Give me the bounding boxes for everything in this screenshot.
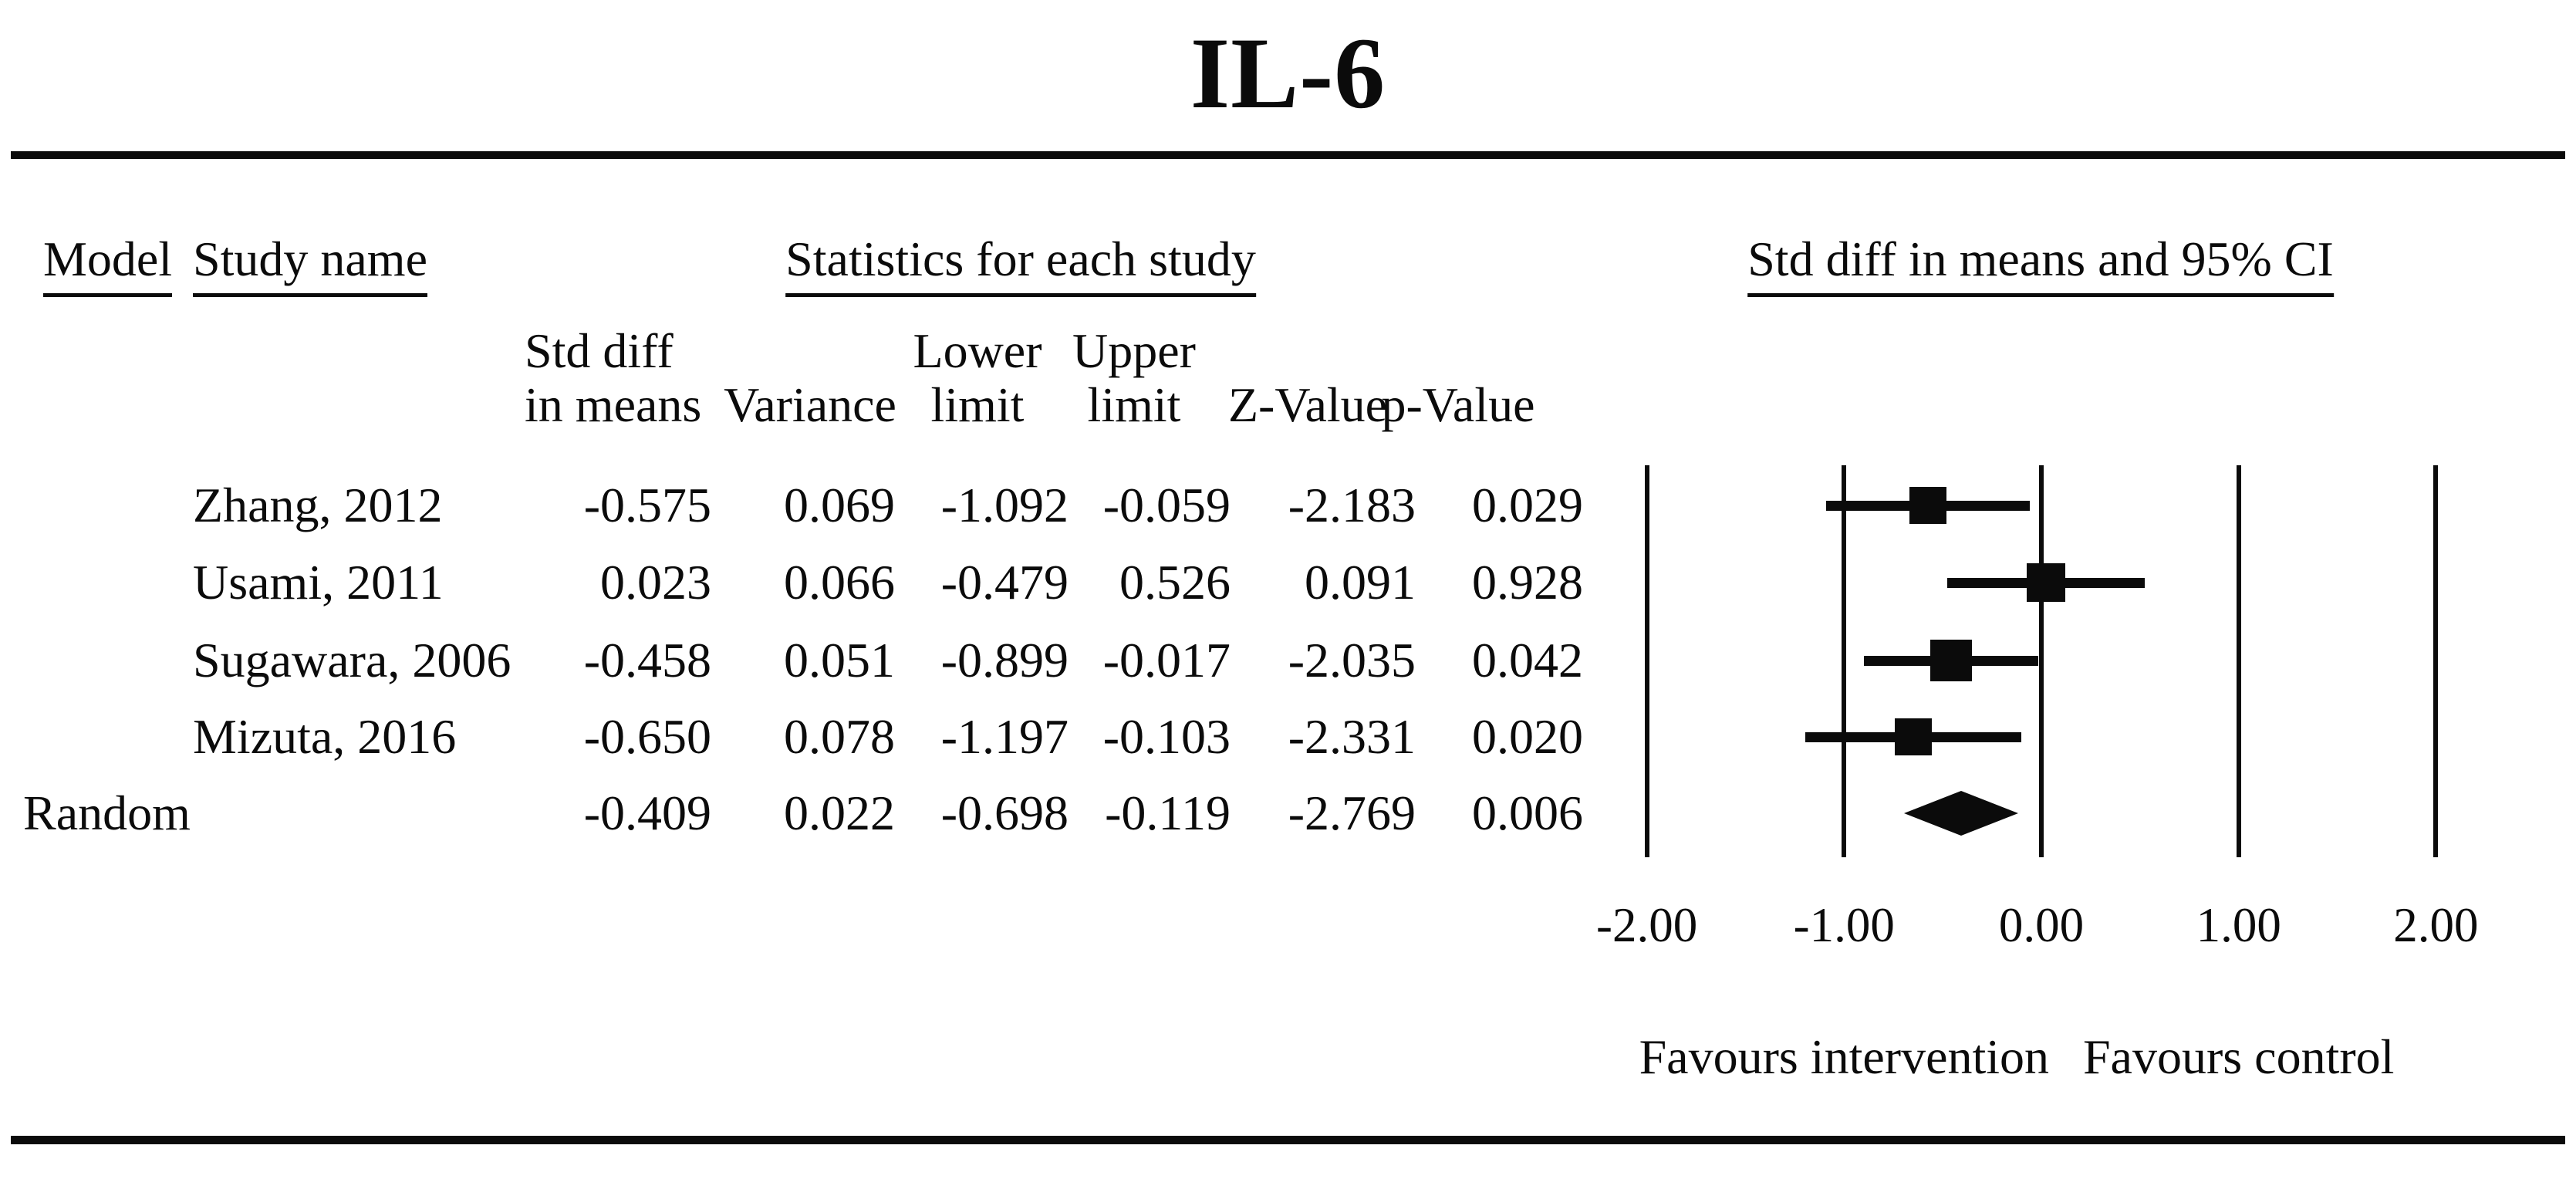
column-header-model-label: Model bbox=[43, 235, 173, 297]
upper-value-cell: -0.059 bbox=[1102, 478, 1231, 532]
z-value-cell: 0.091 bbox=[1305, 555, 1416, 610]
study-name-cell: Sugawara, 2006 bbox=[193, 633, 511, 687]
x-axis-tick-label: 0.00 bbox=[1998, 898, 2085, 952]
variance-value-cell: 0.066 bbox=[784, 555, 895, 610]
effect-size-square bbox=[1909, 487, 1946, 524]
subheader-line: Z-Value bbox=[1227, 377, 1388, 432]
column-header-study-name: Study name bbox=[193, 235, 427, 297]
lower-value-cell: -0.698 bbox=[940, 785, 1069, 840]
z-value-cell: -2.035 bbox=[1288, 633, 1416, 687]
lower-value-cell: -0.899 bbox=[940, 633, 1069, 687]
std_diff-value-cell: -0.458 bbox=[583, 633, 711, 687]
subheader-line bbox=[1228, 324, 1387, 378]
subheader-line: limit bbox=[930, 377, 1025, 432]
lower-value-cell: -1.197 bbox=[940, 709, 1069, 764]
p-value-cell: 0.006 bbox=[1472, 785, 1583, 840]
column-header-study-name-label: Study name bbox=[193, 235, 427, 297]
p-value-cell: 0.042 bbox=[1472, 633, 1583, 687]
subheader-line: p-Value bbox=[1381, 377, 1535, 432]
effect-size-square bbox=[2026, 563, 2065, 602]
study-name-cell: Mizuta, 2016 bbox=[193, 709, 457, 764]
axis-gridline bbox=[2433, 465, 2439, 857]
upper-value-cell: -0.119 bbox=[1105, 785, 1231, 840]
subheader-line: Upper bbox=[1072, 323, 1196, 378]
p-value-cell: 0.928 bbox=[1472, 555, 1583, 610]
lower-value-cell: -0.479 bbox=[940, 555, 1069, 610]
z-value-cell: -2.769 bbox=[1288, 785, 1416, 840]
column-header-plot-group: Std diff in means and 95% CI bbox=[1747, 235, 2334, 297]
effect-size-square bbox=[1929, 640, 1972, 681]
column-header-statistics-label: Statistics for each study bbox=[785, 235, 1256, 297]
std_diff-value-cell: -0.575 bbox=[583, 478, 711, 532]
model-cell: Random bbox=[23, 785, 191, 840]
upper-value-cell: -0.103 bbox=[1102, 709, 1231, 764]
figure-title: IL-6 bbox=[1190, 16, 1386, 130]
upper-value-cell: 0.526 bbox=[1119, 555, 1231, 610]
axis-gridline bbox=[1644, 465, 1649, 857]
x-axis-tick-label: -2.00 bbox=[1595, 898, 1698, 952]
favours-control-label: Favours control bbox=[2082, 1029, 2395, 1084]
axis-gridline bbox=[1842, 465, 1847, 857]
subheader-upper-limit: Upper limit bbox=[1072, 324, 1196, 432]
p-value-cell: 0.029 bbox=[1472, 478, 1583, 532]
top-rule bbox=[11, 151, 2565, 159]
std_diff-value-cell: -0.650 bbox=[583, 709, 711, 764]
column-header-plot-label: Std diff in means and 95% CI bbox=[1747, 235, 2334, 297]
column-header-statistics-group: Statistics for each study bbox=[785, 235, 1256, 297]
variance-value-cell: 0.069 bbox=[784, 478, 895, 532]
favours-intervention-label: Favours intervention bbox=[1639, 1029, 2050, 1084]
study-name-cell: Zhang, 2012 bbox=[193, 478, 443, 532]
subheader-z-value: Z-Value bbox=[1228, 324, 1387, 432]
x-axis-tick-label: 1.00 bbox=[2196, 898, 2281, 952]
study-name-cell: Usami, 2011 bbox=[193, 555, 444, 610]
subheader-lower-limit: Lower limit bbox=[913, 324, 1042, 432]
subheader-p-value: p-Value bbox=[1381, 324, 1534, 432]
bottom-rule bbox=[11, 1136, 2565, 1144]
variance-value-cell: 0.078 bbox=[784, 709, 895, 764]
subheader-variance: Variance bbox=[724, 324, 896, 432]
column-header-model: Model bbox=[43, 235, 173, 297]
std_diff-value-cell: -0.409 bbox=[583, 785, 711, 840]
variance-value-cell: 0.022 bbox=[784, 785, 895, 840]
subheader-line bbox=[724, 324, 896, 378]
std_diff-value-cell: 0.023 bbox=[600, 555, 711, 610]
subheader-std-diff-in-means: Std diff in means bbox=[525, 324, 701, 432]
pooled-effect-diamond bbox=[1903, 791, 2018, 836]
effect-size-square bbox=[1894, 718, 1932, 755]
lower-value-cell: -1.092 bbox=[940, 478, 1069, 532]
x-axis-tick-label: -1.00 bbox=[1793, 898, 1895, 952]
variance-value-cell: 0.051 bbox=[784, 633, 895, 687]
axis-gridline bbox=[2236, 465, 2241, 857]
upper-value-cell: -0.017 bbox=[1102, 633, 1231, 687]
subheader-line: Std diff bbox=[525, 323, 674, 378]
subheader-line: Lower bbox=[913, 323, 1042, 378]
subheader-line: limit bbox=[1087, 377, 1181, 432]
p-value-cell: 0.020 bbox=[1472, 709, 1583, 764]
subheader-line: Variance bbox=[724, 377, 896, 432]
x-axis-tick-label: 2.00 bbox=[2393, 898, 2479, 952]
z-value-cell: -2.331 bbox=[1288, 709, 1416, 764]
subheader-line bbox=[1381, 324, 1534, 378]
axis-gridline bbox=[2039, 465, 2044, 857]
z-value-cell: -2.183 bbox=[1288, 478, 1416, 532]
subheader-line: in means bbox=[525, 377, 702, 432]
